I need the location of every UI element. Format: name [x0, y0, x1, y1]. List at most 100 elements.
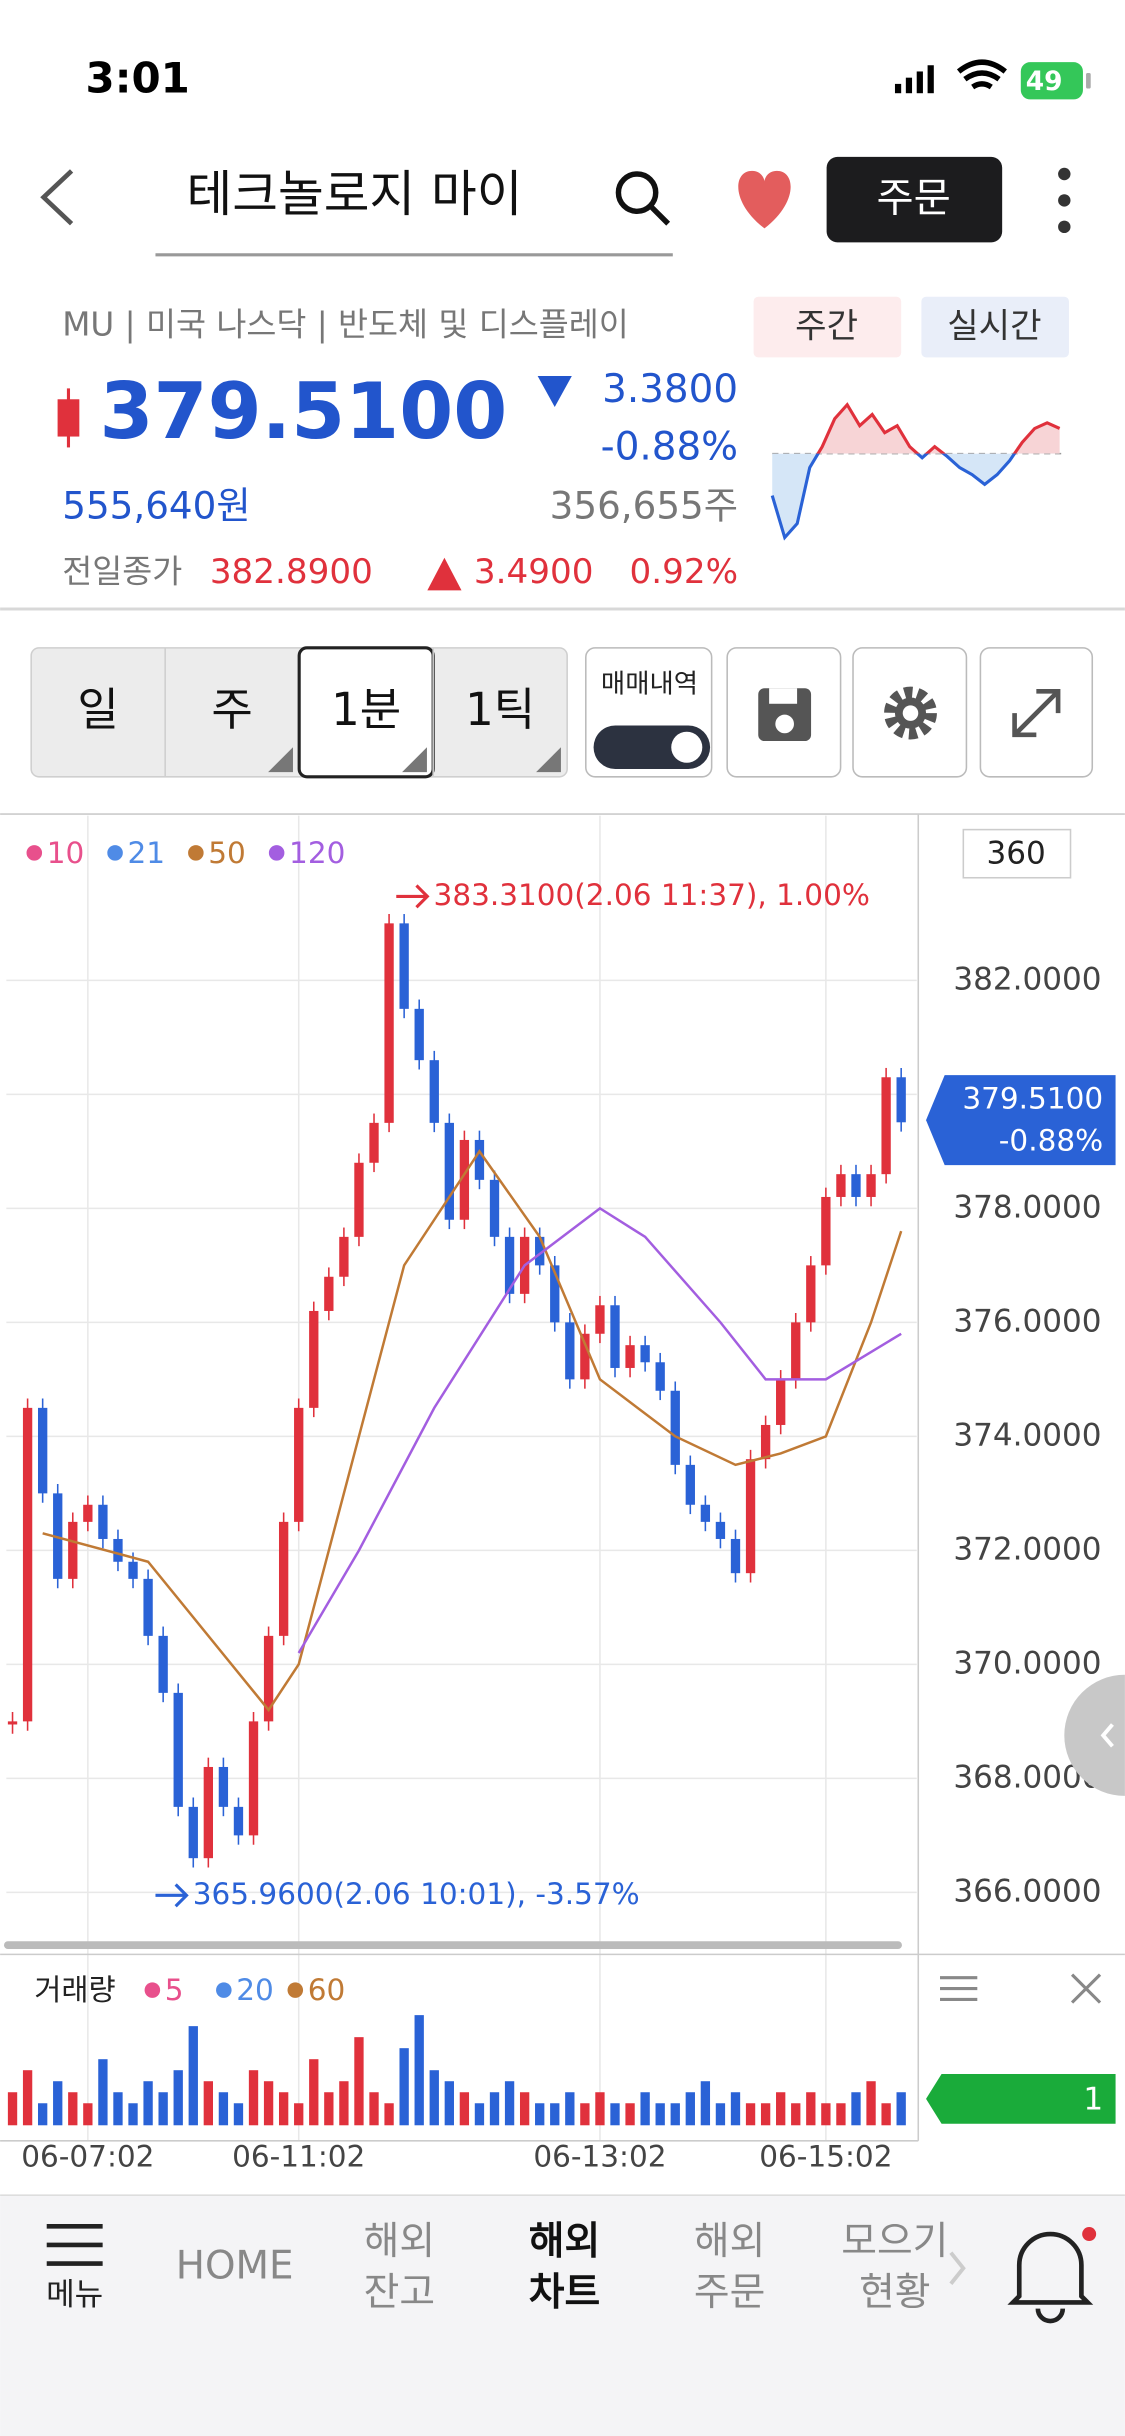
volume-bar: [399, 2048, 409, 2126]
candle: [263, 1635, 274, 1722]
candle: [143, 1578, 153, 1636]
volume-bar: [143, 2081, 153, 2126]
volume-legend-label: 5: [165, 1973, 184, 2007]
nav-item[interactable]: 모으기: [841, 2219, 948, 2264]
sparkline-area-down: [772, 453, 1060, 538]
nav-item[interactable]: 해외: [364, 2219, 435, 2264]
nav-item[interactable]: 잔고: [364, 2270, 435, 2315]
bell-icon[interactable]: [1007, 2231, 1094, 2324]
candle: [851, 1174, 861, 1197]
current-change-label: -0.88%: [999, 1123, 1103, 1157]
candle: [369, 1122, 379, 1163]
candle: [640, 1345, 650, 1363]
tab-weekly-label[interactable]: 주간: [795, 306, 858, 346]
candle: [896, 1077, 906, 1123]
moving-average: [42, 1149, 903, 1713]
volume-bar: [309, 2059, 319, 2126]
candle: [715, 1521, 726, 1539]
wifi-icon: [956, 59, 1007, 90]
nav-item[interactable]: 해외: [529, 2219, 600, 2264]
volume-bar: [98, 2059, 108, 2126]
side-tab[interactable]: [1064, 1674, 1125, 1796]
volume-bar: [7, 2092, 18, 2126]
volume-bar: [489, 2092, 500, 2126]
period-button[interactable]: 1틱: [465, 683, 535, 736]
candle: [83, 1504, 93, 1522]
legend-label: 120: [289, 836, 345, 870]
volume-bar: [53, 2081, 63, 2126]
volume-bar: [881, 2103, 891, 2126]
back-button[interactable]: [40, 169, 74, 226]
volume-menu-icon[interactable]: [940, 1976, 978, 2001]
tab-realtime-label[interactable]: 실시간: [947, 306, 1041, 346]
tab-weekly[interactable]: [753, 296, 902, 358]
candle: [354, 1162, 364, 1237]
count-box-label[interactable]: 360: [986, 835, 1045, 871]
order-button-label[interactable]: 주문: [876, 174, 950, 221]
nav-scroll-arrow: [949, 2251, 966, 2285]
volume-bar: [263, 2081, 274, 2126]
battery-level: 49: [1026, 66, 1063, 97]
legend-dot: [268, 845, 285, 861]
x-tick-label: 06-13:02: [533, 2139, 666, 2173]
search-icon[interactable]: [615, 171, 671, 226]
candle: [429, 1060, 439, 1123]
y-tick-label: 378.0000: [953, 1189, 1101, 1225]
sparkline-area-up: [772, 404, 1060, 454]
expand-icon: [1012, 689, 1061, 738]
trade-history-label[interactable]: 매매내역: [601, 669, 698, 700]
volume-bar: [685, 2092, 695, 2126]
candle: [37, 1407, 48, 1494]
volume-legend-label: 20: [236, 1973, 274, 2007]
menu-icon[interactable]: [46, 2223, 103, 2266]
period-button[interactable]: 주: [211, 683, 252, 736]
nav-menu[interactable]: 메뉴: [46, 2277, 103, 2313]
y-tick-label: 374.0000: [953, 1417, 1101, 1453]
sparkline: [770, 402, 1061, 541]
volume-bar: [354, 2037, 364, 2126]
y-tick-label: 366.0000: [953, 1873, 1101, 1909]
volume-bar: [369, 2092, 379, 2126]
candle: [730, 1538, 741, 1574]
candle: [7, 1721, 18, 1725]
volume-bar: [700, 2081, 711, 2126]
prev-close-label: 전일종가: [62, 552, 182, 590]
search-text[interactable]: 테크놀로지 마이: [187, 165, 523, 223]
candle: [535, 1236, 545, 1266]
volume-close[interactable]: [1070, 1973, 1102, 2004]
order-button[interactable]: [826, 156, 1003, 243]
favorite-heart[interactable]: [738, 170, 791, 229]
candle: [218, 1766, 229, 1807]
candle: [625, 1345, 635, 1368]
volume-bar: [821, 2103, 831, 2126]
nav-home[interactable]: HOME: [176, 2244, 294, 2289]
volume-bar: [113, 2092, 123, 2126]
volume-title: 거래량: [34, 1973, 115, 2007]
current-price-box: [926, 1075, 1116, 1166]
more-menu[interactable]: [1058, 167, 1071, 234]
nav-item[interactable]: 현황: [859, 2270, 930, 2315]
x-tick-label: 06-11:02: [232, 2139, 365, 2173]
volume-bar: [504, 2081, 515, 2126]
volume-legend-dot: [144, 1982, 161, 1998]
up-triangle: [427, 557, 462, 591]
tab-realtime[interactable]: [921, 296, 1069, 358]
bell-badge: [1082, 2227, 1097, 2242]
nav-item[interactable]: 주문: [694, 2270, 765, 2315]
y-tick-label: 376.0000: [953, 1303, 1101, 1339]
candle: [278, 1521, 289, 1636]
candle: [821, 1196, 831, 1266]
nav-item[interactable]: 차트: [529, 2270, 600, 2315]
volume-bar: [730, 2092, 741, 2126]
candle: [399, 923, 409, 1009]
trade-volume: 356,655주: [550, 484, 738, 528]
status-time: 3:01: [86, 53, 190, 102]
count-box[interactable]: [962, 828, 1072, 879]
nav-item[interactable]: 해외: [694, 2219, 765, 2264]
period-button[interactable]: 일: [77, 683, 118, 736]
period-button[interactable]: 1분: [331, 683, 401, 736]
plot-area: [7, 914, 906, 1868]
candle: [22, 1407, 33, 1722]
price-change-pct: -0.88%: [601, 424, 738, 469]
toggle-knob: [671, 731, 703, 763]
